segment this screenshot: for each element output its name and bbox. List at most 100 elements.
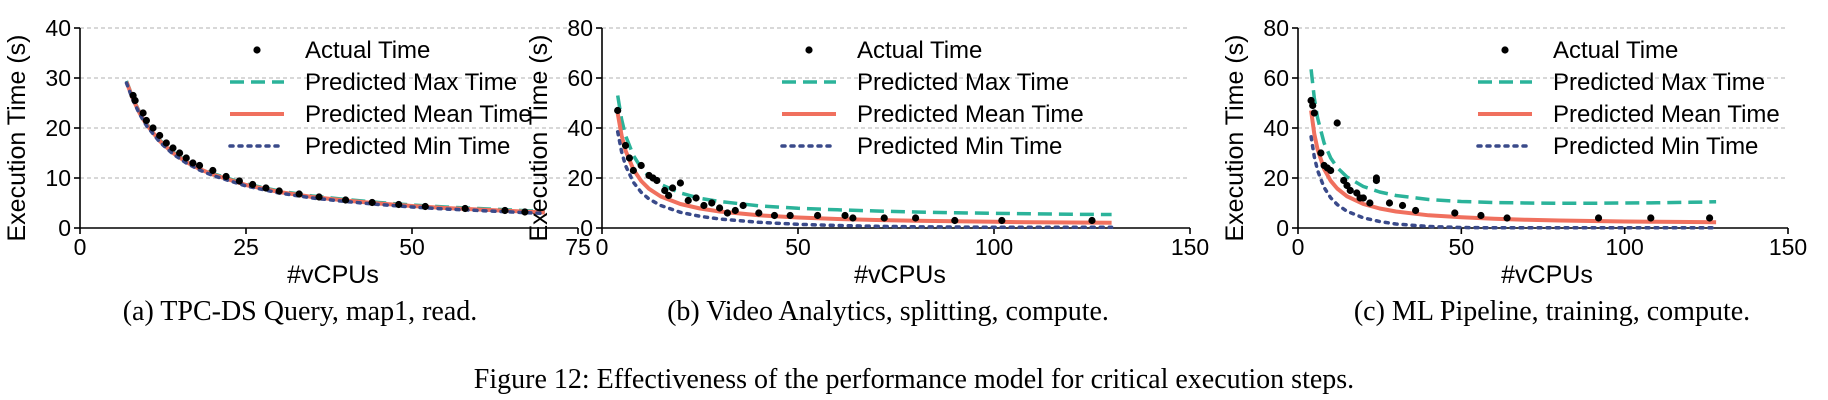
y-tick-label: 40 (567, 115, 593, 141)
actual-point (625, 154, 634, 162)
legend: Actual Time Predicted Max Time Predicted M… (780, 37, 1084, 160)
x-tick-label: 150 (1171, 234, 1209, 260)
actual-point (156, 131, 164, 140)
x-axis-label: #vCPUs (1501, 261, 1593, 289)
y-tick-label: 0 (1276, 215, 1289, 241)
actual-point (716, 204, 724, 212)
actual-point (195, 161, 204, 170)
actual-point (998, 216, 1006, 225)
actual-point (1372, 174, 1380, 182)
legend-label-max: Predicted Max Time (857, 69, 1069, 96)
x-tick-label: 100 (1605, 234, 1643, 260)
actual-point (770, 211, 779, 220)
y-tick-label: 10 (45, 165, 71, 191)
subplot-caption: (b) Video Analytics, splitting, compute. (667, 296, 1109, 327)
actual-point (189, 159, 197, 167)
actual-point (262, 184, 270, 192)
series-line-mean (1309, 110, 1717, 225)
chart-panel-2: 0 20 40 60 80 0 50 100 150 #vCPUs Execution Time (… (525, 15, 1209, 327)
figure-caption: Figure 12: Effectiveness of the performa… (474, 364, 1354, 395)
x-axis-label: #vCPUs (854, 261, 946, 289)
actual-point (142, 116, 150, 125)
actual-point (295, 190, 303, 198)
y-axis-label: Execution Time (s) (3, 34, 31, 241)
actual-point (395, 200, 403, 209)
actual-point (1088, 216, 1096, 225)
y-tick-label: 40 (1263, 115, 1289, 141)
x-tick-label: 150 (1769, 234, 1807, 260)
actual-point (169, 144, 177, 152)
actual-point (368, 198, 376, 207)
y-axis-label: Execution Time (s) (525, 34, 553, 241)
x-axis-label: #vCPUs (287, 261, 379, 289)
actual-point (849, 214, 857, 222)
actual-point (1398, 201, 1407, 210)
y-tick-label: 80 (1263, 15, 1289, 41)
actual-point (1647, 214, 1655, 222)
actual-point (1310, 109, 1318, 117)
actual-point (661, 186, 669, 195)
actual-point (521, 208, 529, 216)
legend-label-min: Predicted Min Time (857, 133, 1062, 160)
actual-point (731, 206, 739, 215)
legend-label-actual: Actual Time (305, 37, 430, 64)
legend-label-actual: Actual Time (857, 37, 982, 64)
actual-point (1503, 214, 1511, 222)
subplot-caption: (a) TPC-DS Query, map1, read. (123, 296, 478, 327)
actual-point (614, 106, 622, 115)
actual-point (755, 209, 763, 217)
actual-point (176, 149, 184, 157)
legend-label-mean: Predicted Mean Time (857, 101, 1084, 128)
actual-point (841, 211, 849, 220)
y-tick-label: 20 (1263, 165, 1289, 191)
actual-point (421, 202, 429, 211)
actual-point (912, 214, 920, 222)
actual-point (692, 194, 700, 202)
actual-point (1477, 211, 1485, 220)
legend-marker-actual (805, 46, 813, 54)
x-tick-label: 0 (1292, 234, 1305, 260)
actual-point (951, 216, 959, 225)
actual-point (222, 172, 230, 181)
actual-point (162, 139, 170, 147)
y-tick-label: 0 (58, 215, 71, 241)
actual-point (149, 124, 157, 132)
actual-point (676, 179, 685, 187)
legend-label-max: Predicted Max Time (305, 69, 517, 96)
y-tick-label: 20 (567, 165, 593, 191)
actual-point (1327, 166, 1335, 175)
y-tick-label: 30 (45, 65, 71, 91)
actual-point (653, 176, 661, 185)
actual-point (1706, 214, 1714, 222)
actual-point (629, 166, 637, 175)
series-line-min (124, 81, 547, 216)
actual-point (1385, 199, 1394, 207)
actual-point (700, 201, 708, 210)
actual-point (1333, 119, 1341, 127)
x-tick-label: 50 (1449, 234, 1475, 260)
legend-label-actual: Actual Time (1553, 37, 1678, 64)
actual-point (139, 109, 147, 117)
series-line-min (1309, 135, 1718, 230)
y-tick-label: 20 (45, 115, 71, 141)
actual-point (1366, 199, 1374, 207)
legend-label-mean: Predicted Mean Time (1553, 101, 1780, 128)
actual-point (684, 196, 692, 205)
legend-label-max: Predicted Max Time (1553, 69, 1765, 96)
legend-label-min: Predicted Min Time (305, 133, 510, 160)
legend-label-mean: Predicted Mean Time (305, 101, 532, 128)
x-tick-label: 75 (565, 234, 591, 260)
actual-point (342, 196, 350, 204)
series-line-min (615, 130, 1114, 230)
actual-point (209, 166, 217, 175)
actual-point (621, 141, 630, 150)
actual-point (1412, 206, 1420, 215)
chart-panel-1: 0 10 20 30 40 0 25 50 75 #vCPUs Execution Time (s)… (3, 15, 591, 327)
y-tick-label: 80 (567, 15, 593, 41)
actual-point (1451, 209, 1459, 217)
x-tick-label: 100 (975, 234, 1013, 260)
actual-point (668, 184, 677, 192)
y-axis-label: Execution Time (s) (1221, 34, 1249, 241)
legend-label-min: Predicted Min Time (1553, 133, 1758, 160)
